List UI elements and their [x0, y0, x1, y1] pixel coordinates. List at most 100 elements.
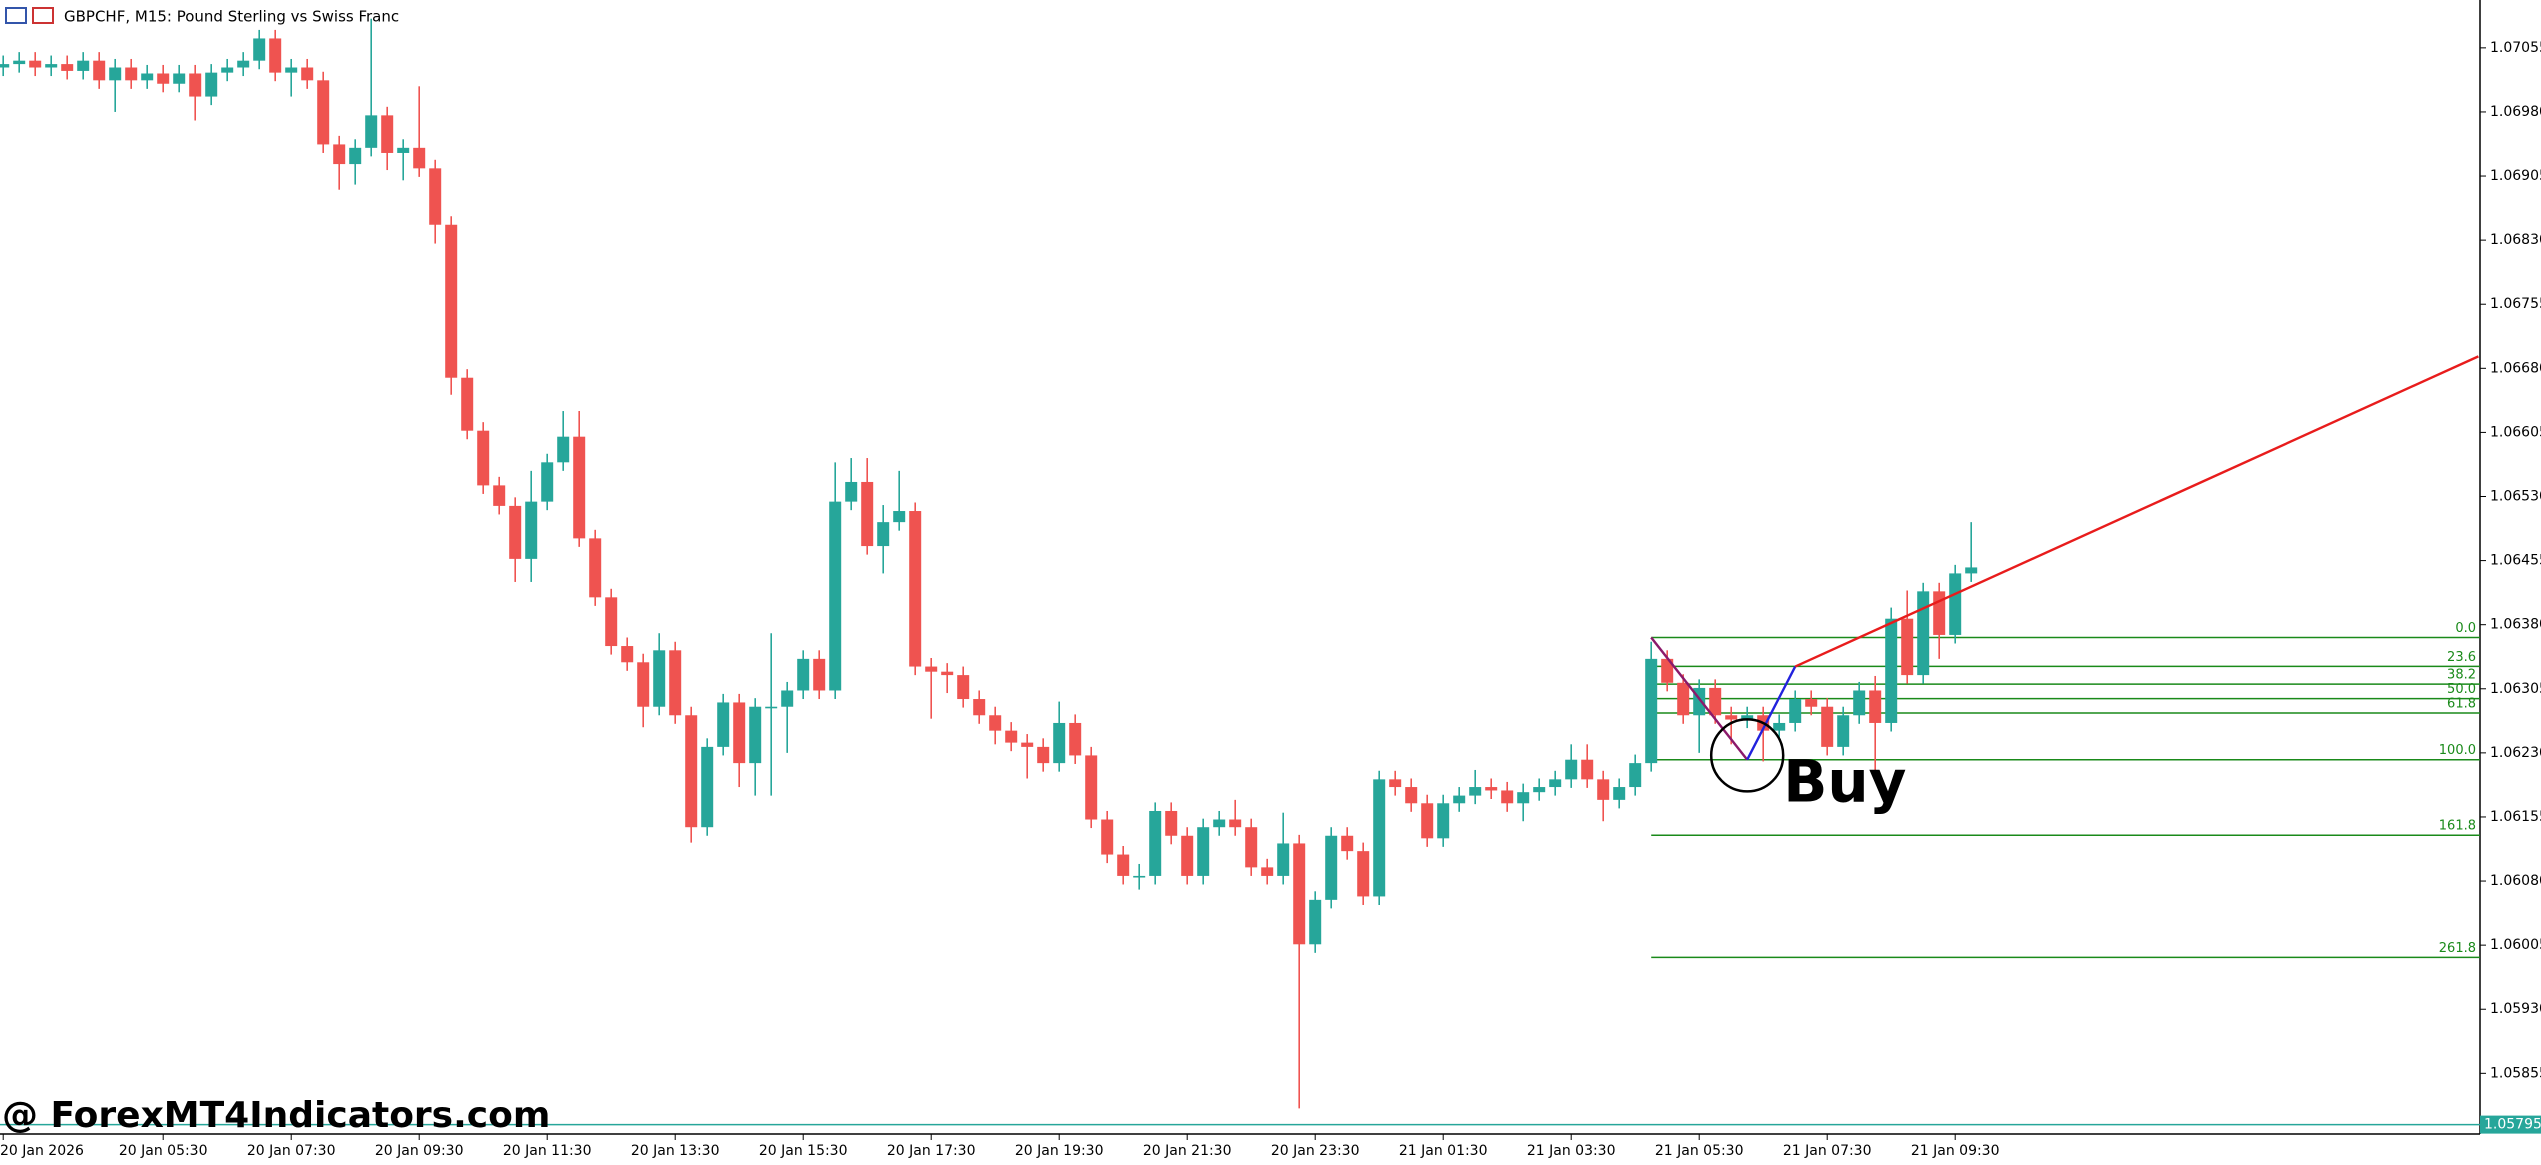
candle-body — [125, 67, 138, 81]
candle-body — [253, 38, 266, 61]
candle-body — [1005, 730, 1018, 743]
candle-body — [1853, 690, 1866, 716]
watermark: @ ForexMT4Indicators.com — [2, 1095, 550, 1136]
candle-body — [749, 706, 762, 764]
candle-body — [1021, 742, 1034, 747]
fib-label: 261.8 — [2439, 941, 2476, 956]
x-tick-label: 20 Jan 09:30 — [375, 1143, 464, 1159]
candle-body — [1645, 658, 1658, 764]
candle-body — [973, 699, 986, 716]
candle-body — [1469, 787, 1482, 796]
candle-body — [1885, 618, 1898, 723]
candle-body — [1581, 759, 1594, 780]
candle-body — [1789, 699, 1802, 723]
y-tick-label: 1.06755 — [2490, 296, 2541, 312]
candle-body — [637, 662, 650, 707]
candle-body — [1181, 835, 1194, 876]
candle-body — [461, 377, 474, 431]
candle-body — [925, 666, 938, 672]
candle-body — [1437, 803, 1450, 839]
candle-body — [413, 147, 426, 169]
candle-body — [1037, 746, 1050, 764]
x-tick-label: 20 Jan 21:30 — [1143, 1143, 1232, 1159]
candle-body — [1373, 779, 1386, 897]
candle-body — [1245, 827, 1258, 868]
y-tick-label: 1.07055 — [2490, 40, 2541, 56]
last-price-label: 1.05795 — [2484, 1117, 2541, 1133]
candle-body — [13, 60, 26, 65]
candle-body — [765, 706, 778, 709]
candle-body — [685, 715, 698, 828]
candle-body — [93, 60, 106, 81]
fib-label: 38.2 — [2447, 668, 2476, 683]
candle-body — [173, 73, 186, 84]
candle-body — [77, 60, 90, 71]
candle-body — [1149, 810, 1162, 876]
candle-body — [1933, 591, 1946, 635]
candle-body — [237, 60, 250, 68]
candle-body — [829, 501, 842, 691]
candle-body — [1965, 567, 1978, 574]
x-tick-label: 21 Jan 01:30 — [1399, 1143, 1488, 1159]
y-tick-label: 1.05855 — [2490, 1065, 2541, 1081]
x-tick-label: 20 Jan 17:30 — [887, 1143, 976, 1159]
x-tick-label: 20 Jan 07:30 — [247, 1143, 336, 1159]
candle-body — [1677, 682, 1690, 716]
signal-circle — [1709, 718, 1785, 793]
candle-body — [541, 462, 554, 502]
candle-body — [1837, 715, 1850, 747]
candle-body — [1485, 787, 1498, 791]
chart-icon[interactable] — [32, 7, 54, 24]
candle-body — [1421, 803, 1434, 839]
last-price-box — [2480, 1115, 2541, 1134]
y-tick-label: 1.06530 — [2490, 488, 2541, 504]
candle-body — [1709, 687, 1722, 716]
y-tick-label: 1.06230 — [2490, 745, 2541, 761]
candle-body — [605, 597, 618, 647]
candle-body — [1213, 819, 1226, 828]
candle-body — [285, 67, 298, 73]
candle-body — [1453, 795, 1466, 804]
candle-body — [109, 67, 122, 81]
candle-body — [877, 522, 890, 547]
candle-body — [1069, 722, 1082, 756]
candle-body — [1277, 843, 1290, 876]
fib-label: 0.0 — [2455, 621, 2476, 636]
candle-body — [189, 73, 202, 97]
candle-body — [1133, 875, 1146, 878]
candle-body — [1901, 618, 1914, 676]
x-tick-label: 21 Jan 05:30 — [1655, 1143, 1744, 1159]
candle-body — [1869, 690, 1882, 723]
candle-body — [1229, 819, 1242, 828]
candle-body — [573, 436, 586, 539]
candle-body — [1357, 851, 1370, 897]
candle-body — [1629, 763, 1642, 788]
candle-body — [1517, 792, 1530, 804]
symbol-title: GBPCHF, M15: Pound Sterling vs Swiss Fra… — [64, 8, 399, 26]
candle-body — [1949, 573, 1962, 635]
fib-label: 100.0 — [2439, 743, 2476, 758]
candle-body — [493, 485, 506, 506]
candle-body — [957, 675, 970, 700]
candle-body — [381, 115, 394, 153]
candle-body — [1501, 790, 1514, 804]
y-tick-label: 1.05930 — [2490, 1001, 2541, 1017]
candle-body — [989, 715, 1002, 731]
candle-body — [1197, 827, 1210, 876]
candle-body — [1117, 854, 1130, 876]
candle-body — [557, 436, 570, 463]
candle-body — [333, 144, 346, 165]
x-tick-label: 20 Jan 05:30 — [119, 1143, 208, 1159]
fib-label: 61.8 — [2447, 697, 2476, 712]
y-tick-label: 1.06080 — [2490, 873, 2541, 889]
candle-body — [301, 67, 314, 81]
candle-body — [733, 702, 746, 764]
candle-body — [29, 60, 42, 68]
y-tick-label: 1.06605 — [2490, 424, 2541, 440]
candle-body — [1565, 759, 1578, 780]
menu-icon[interactable] — [5, 7, 27, 24]
candle-body — [781, 690, 794, 707]
candle-body — [1405, 787, 1418, 804]
